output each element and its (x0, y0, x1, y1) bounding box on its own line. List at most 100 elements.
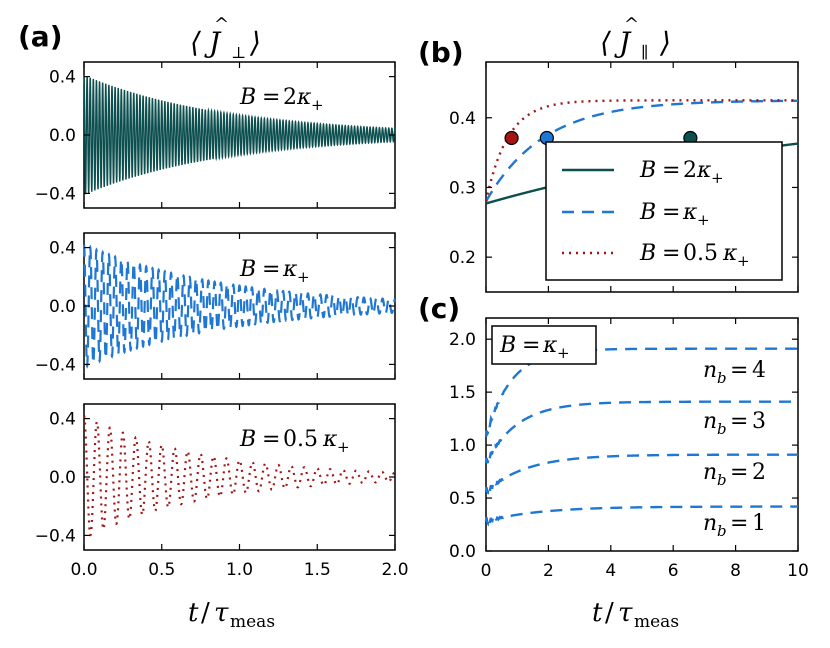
xtick-label-c: 2 (543, 561, 554, 581)
series-line-B1 (82, 244, 396, 369)
svg-text:3: 3 (752, 409, 766, 434)
svg-text:⟨: ⟨ (600, 26, 612, 59)
svg-text:2: 2 (752, 460, 766, 485)
svg-text:⊥: ⊥ (231, 43, 246, 62)
svg-text:/: / (201, 598, 210, 628)
title-b: ⟨ J ^ ∥ ⟩ (600, 14, 671, 62)
svg-text:t: t (188, 598, 199, 628)
svg-text:τ: τ (618, 598, 633, 628)
svg-text:t: t (592, 598, 603, 628)
svg-text:⟩: ⟩ (659, 26, 671, 59)
nb-label-4: n b = 4 (703, 358, 766, 387)
legend-b: B = 2 κ + B = κ + B = 0.5 κ + (545, 141, 783, 281)
title-a: ⟨ J ^ ⊥ ⟩ (190, 14, 261, 62)
ytick-label-b: 0.4 (449, 109, 476, 129)
panel-label-b: (b) (418, 36, 464, 69)
svg-text:=: = (730, 511, 748, 536)
axes-a3 (83, 403, 396, 551)
svg-text:=: = (662, 200, 680, 225)
xtick-label-a: 2.0 (381, 560, 408, 580)
svg-text:⟩: ⟩ (249, 26, 261, 59)
panel-label-a: (a) (18, 20, 63, 53)
ytick-label-a2: 0.0 (49, 297, 76, 317)
svg-text:B: B (239, 257, 256, 282)
svg-text:0.5: 0.5 (283, 427, 318, 452)
svg-text:=: = (662, 158, 680, 183)
svg-text:b: b (717, 420, 727, 438)
nb-label-3: n b = 3 (703, 409, 766, 438)
svg-text:=: = (730, 409, 748, 434)
xtick-label-a: 0.5 (148, 560, 175, 580)
xtick-label-c: 4 (605, 561, 616, 581)
svg-text:κ: κ (722, 241, 738, 266)
annotation-a2: B = κ + (239, 257, 310, 286)
svg-text:2: 2 (683, 158, 697, 183)
annotation-c: B = κ + (491, 325, 597, 365)
svg-text:J: J (204, 26, 222, 59)
ytick-label-a1: 0.0 (49, 126, 76, 146)
svg-text:B: B (499, 333, 516, 358)
svg-text:κ: κ (322, 427, 338, 452)
series-line-c-1 (484, 400, 798, 464)
ytick-label-a2: 0.4 (49, 239, 76, 259)
xlabel-a: t / τ meas (188, 598, 275, 632)
xtick-label-c: 6 (668, 561, 679, 581)
series-line-c-2 (484, 453, 798, 495)
xtick-label-c: 10 (787, 561, 809, 581)
svg-text:κ: κ (542, 333, 558, 358)
xtick-label-c: 0 (481, 561, 492, 581)
svg-text:=: = (730, 460, 748, 485)
series-a-B2 (83, 75, 396, 195)
svg-text:τ: τ (214, 598, 229, 628)
svg-text:b: b (717, 522, 727, 540)
svg-text:B: B (639, 200, 656, 225)
svg-text:+: + (697, 211, 710, 229)
ytick-label-c: 1.5 (449, 383, 476, 403)
series-line-b-1 (484, 99, 798, 202)
series-a-B05 (83, 414, 396, 537)
legend-label-B2: B = 2 κ + (639, 158, 724, 187)
ticks: −0.4 0.0 0.4 −0.4 0.0 0.4 −0.4 0.0 0.4 0.0 0.5 1.0 1… (35, 62, 809, 581)
svg-text:κ: κ (696, 158, 712, 183)
nb-label-1: n b = 1 (703, 511, 766, 540)
ytick-label-c: 2.0 (449, 330, 476, 350)
svg-text:n: n (703, 460, 717, 485)
svg-text:+: + (711, 169, 724, 187)
series-line-c-3 (484, 505, 798, 527)
svg-text:4: 4 (752, 358, 766, 383)
svg-text:0.5: 0.5 (683, 241, 718, 266)
svg-text:=: = (522, 333, 540, 358)
svg-text:^: ^ (624, 14, 639, 35)
ytick-label-a3: −0.4 (35, 526, 76, 546)
svg-text:+: + (311, 96, 324, 114)
ytick-label-c: 0.5 (449, 489, 476, 509)
xtick-label-a: 1.0 (226, 560, 253, 580)
ytick-label-b: 0.3 (449, 178, 476, 198)
series-a-B1 (82, 244, 396, 369)
panel-label-c: (c) (418, 292, 460, 325)
svg-text:+: + (557, 344, 570, 362)
svg-text:+: + (737, 252, 750, 270)
svg-text:=: = (262, 85, 280, 110)
ytick-label-a2: −0.4 (35, 355, 76, 375)
svg-text:=: = (730, 358, 748, 383)
legend-label-B05: B = 0.5 κ + (639, 241, 750, 270)
svg-text:meas: meas (634, 612, 679, 632)
svg-text:B: B (239, 427, 256, 452)
svg-text:n: n (703, 409, 717, 434)
legend-label-B1: B = κ + (639, 200, 710, 229)
svg-text:=: = (262, 257, 280, 282)
svg-text:=: = (262, 427, 280, 452)
svg-text:meas: meas (230, 612, 275, 632)
axes-a2 (83, 232, 396, 380)
annotation-a3: B = 0.5 κ + (239, 427, 350, 456)
ytick-label-c: 1.0 (449, 436, 476, 456)
svg-text:n: n (703, 358, 717, 383)
svg-text:+: + (297, 268, 310, 286)
svg-text:n: n (703, 511, 717, 536)
axes-b (485, 61, 799, 293)
xlabel-c: t / τ meas (592, 598, 679, 632)
marker-b-2 (504, 130, 519, 146)
axes-a1 (83, 61, 396, 209)
